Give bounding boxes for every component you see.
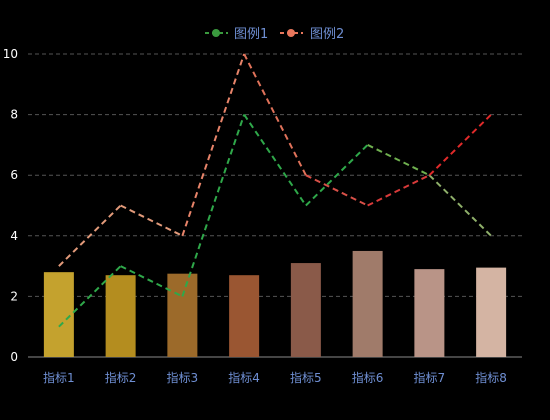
y-tick-label: 2 bbox=[10, 289, 18, 303]
line-segment[interactable] bbox=[181, 53, 246, 237]
line-segment[interactable] bbox=[305, 174, 369, 207]
bar-series bbox=[43, 250, 507, 357]
bar-2[interactable] bbox=[105, 275, 136, 357]
bar-1[interactable] bbox=[43, 272, 74, 357]
legend: 图例1 图例2 bbox=[205, 27, 344, 42]
legend-label-series-2: 图例2 bbox=[310, 27, 344, 42]
y-tick-label: 8 bbox=[10, 108, 18, 122]
bar-5[interactable] bbox=[290, 263, 321, 357]
y-tick-label: 4 bbox=[10, 229, 18, 243]
line-series-1 bbox=[58, 114, 492, 328]
grid-lines bbox=[28, 53, 522, 297]
legend-item-series-1[interactable]: 图例1 bbox=[205, 27, 268, 42]
line-segment[interactable] bbox=[367, 144, 430, 177]
line-segment[interactable] bbox=[243, 114, 307, 207]
line-segment[interactable] bbox=[367, 174, 430, 207]
line-segment[interactable] bbox=[428, 113, 492, 176]
line-segment[interactable] bbox=[305, 144, 369, 207]
y-axis-ticks: 0 2 4 6 8 10 bbox=[3, 47, 18, 364]
bar-8[interactable] bbox=[476, 267, 507, 357]
line-segment[interactable] bbox=[181, 114, 246, 297]
x-tick-label: 指标5 bbox=[290, 370, 322, 385]
line-series bbox=[58, 53, 492, 328]
bar-7[interactable] bbox=[414, 269, 445, 357]
x-tick-label: 指标6 bbox=[352, 370, 384, 385]
line-segment[interactable] bbox=[243, 53, 307, 176]
line-segment[interactable] bbox=[58, 265, 122, 328]
y-tick-label: 10 bbox=[3, 47, 18, 61]
bar-4[interactable] bbox=[229, 275, 260, 357]
x-tick-label: 指标1 bbox=[43, 370, 75, 385]
line-segment[interactable] bbox=[58, 204, 122, 267]
legend-marker-series-2 bbox=[287, 29, 295, 37]
bar-6[interactable] bbox=[352, 250, 383, 357]
line-segment[interactable] bbox=[120, 204, 183, 237]
line-series-2 bbox=[58, 53, 492, 267]
legend-marker-series-1 bbox=[212, 29, 220, 37]
x-tick-label: 指标7 bbox=[414, 370, 446, 385]
bar-3[interactable] bbox=[167, 273, 198, 357]
x-axis-categories: 指标1 指标2 指标3 指标4 指标5 指标6 指标7 指标8 bbox=[43, 370, 507, 385]
line-segment[interactable] bbox=[428, 174, 492, 237]
y-tick-label: 6 bbox=[10, 168, 18, 182]
x-tick-label: 指标8 bbox=[475, 370, 507, 385]
y-tick-label: 0 bbox=[10, 350, 18, 364]
x-tick-label: 指标3 bbox=[167, 370, 199, 385]
legend-label-series-1: 图例1 bbox=[234, 27, 268, 42]
x-tick-label: 指标4 bbox=[228, 370, 260, 385]
line-segment[interactable] bbox=[120, 265, 183, 298]
legend-item-series-2[interactable]: 图例2 bbox=[280, 27, 344, 42]
x-tick-label: 指标2 bbox=[105, 370, 137, 385]
